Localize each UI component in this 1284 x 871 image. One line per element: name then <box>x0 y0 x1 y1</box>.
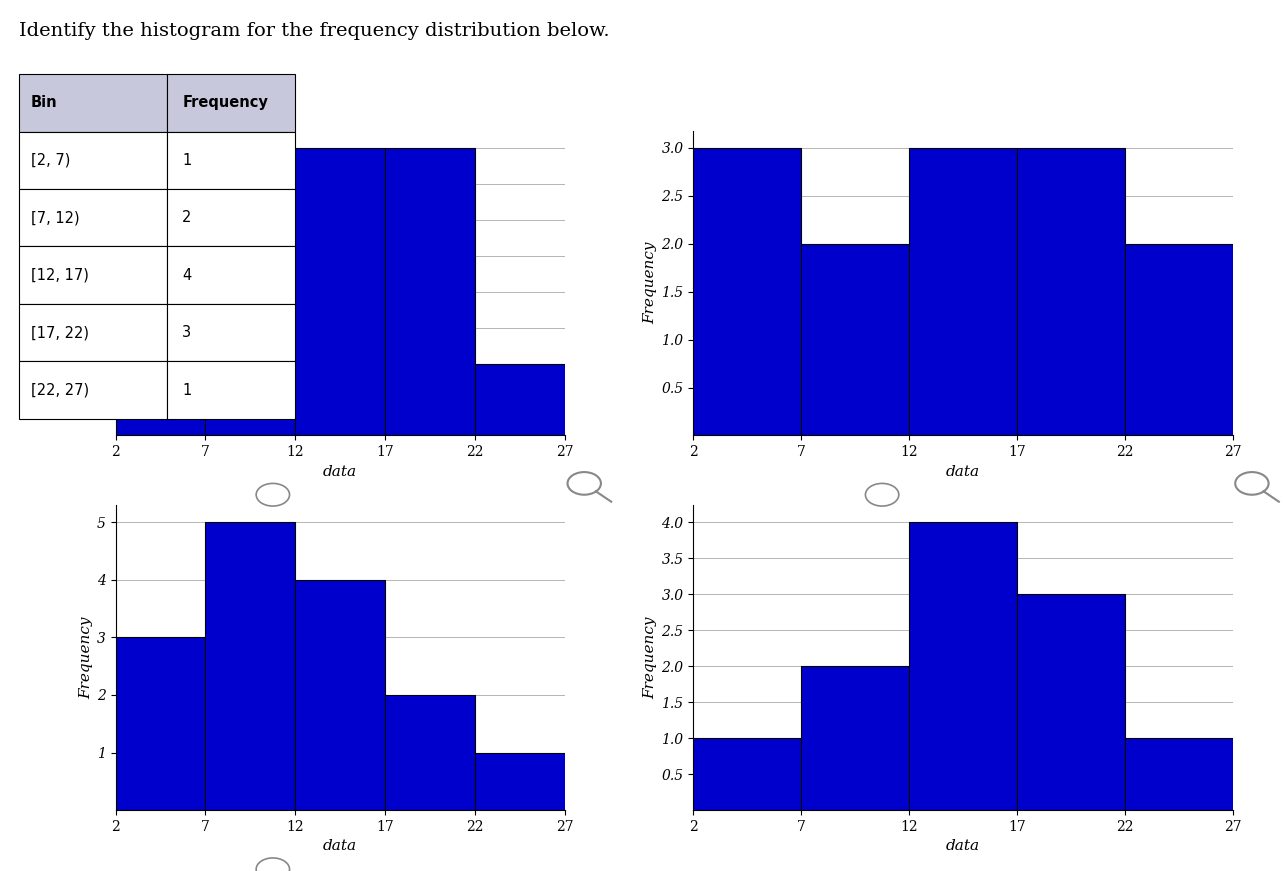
Text: 2: 2 <box>182 210 191 226</box>
Text: Identify the histogram for the frequency distribution below.: Identify the histogram for the frequency… <box>19 22 610 40</box>
Text: [7, 12): [7, 12) <box>31 210 80 226</box>
Text: 1: 1 <box>182 382 191 398</box>
Text: Frequency: Frequency <box>182 95 268 111</box>
Bar <box>693 738 801 810</box>
X-axis label: data: data <box>946 840 980 854</box>
Bar <box>693 148 801 436</box>
X-axis label: data: data <box>324 465 357 479</box>
Bar <box>385 148 475 436</box>
Text: 3: 3 <box>182 325 191 341</box>
Y-axis label: Frequency: Frequency <box>65 242 80 324</box>
Bar <box>116 638 205 810</box>
Bar <box>475 363 565 436</box>
Y-axis label: Frequency: Frequency <box>78 617 92 699</box>
Bar <box>295 148 385 436</box>
Bar <box>385 695 475 810</box>
Text: [22, 27): [22, 27) <box>31 382 89 398</box>
Text: 4: 4 <box>182 267 191 283</box>
X-axis label: data: data <box>324 840 357 854</box>
Y-axis label: Frequency: Frequency <box>643 617 657 699</box>
Bar <box>205 523 295 810</box>
Bar <box>801 666 909 810</box>
X-axis label: data: data <box>946 465 980 479</box>
Bar <box>1017 148 1125 436</box>
Bar <box>1125 244 1233 436</box>
Bar <box>1017 594 1125 810</box>
Bar <box>909 523 1017 810</box>
Bar <box>116 363 205 436</box>
Text: 1: 1 <box>182 152 191 168</box>
Bar <box>295 580 385 810</box>
Bar <box>909 148 1017 436</box>
Text: [17, 22): [17, 22) <box>31 325 89 341</box>
Bar <box>801 244 909 436</box>
Text: [2, 7): [2, 7) <box>31 152 71 168</box>
Text: Bin: Bin <box>31 95 58 111</box>
Bar <box>205 363 295 436</box>
Text: [12, 17): [12, 17) <box>31 267 89 283</box>
Bar <box>475 753 565 810</box>
Bar <box>1125 738 1233 810</box>
Y-axis label: Frequency: Frequency <box>643 242 657 324</box>
